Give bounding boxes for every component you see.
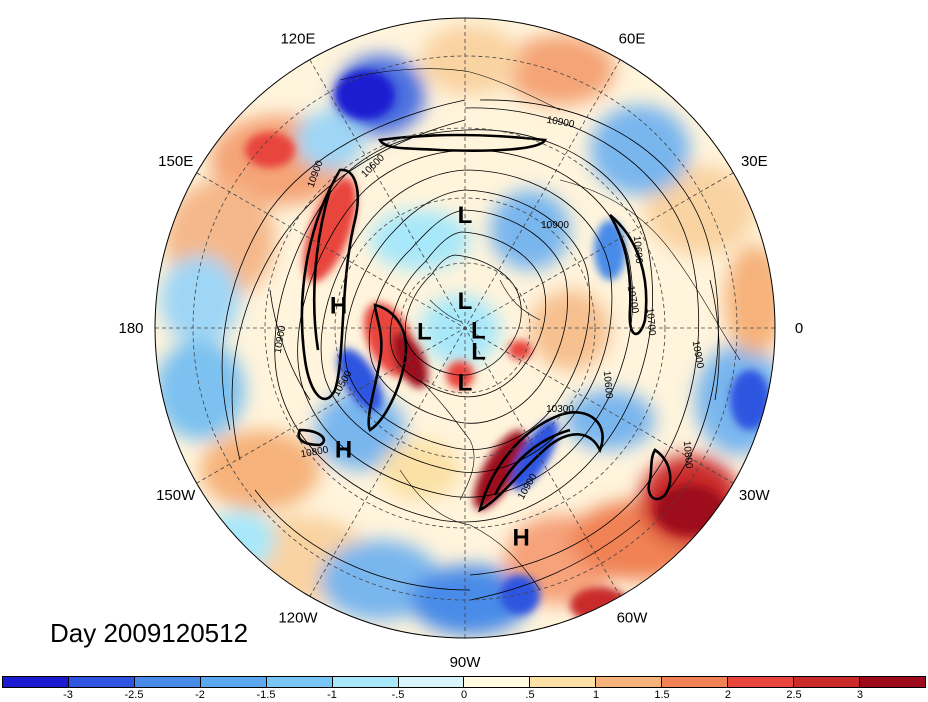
colorbar-segment	[134, 677, 201, 687]
contour-value-label: 10800	[681, 440, 694, 469]
map-title: Day 2009120512	[50, 618, 249, 648]
longitude-label: 150W	[156, 487, 196, 504]
longitude-label: 120E	[280, 31, 315, 48]
colorbar-segment	[662, 677, 729, 687]
colorbar-tick-label: -1	[327, 689, 337, 701]
high-pressure-label: H	[330, 293, 347, 320]
colorbar-segment	[200, 677, 267, 687]
contour-value-label: 10800	[300, 445, 330, 461]
longitude-label: 0	[795, 320, 803, 337]
high-pressure-label: H	[513, 525, 530, 552]
contour-value-label: 10900	[546, 115, 576, 131]
longitude-label: 30E	[741, 153, 768, 170]
low-pressure-label: L	[458, 288, 473, 315]
colorbar-tick-label: -3	[63, 689, 73, 701]
colorbar-segment	[266, 677, 333, 687]
contour-value-label: 10300	[546, 404, 574, 415]
colorbar-segment	[596, 677, 663, 687]
longitude-label: 90W	[450, 654, 482, 670]
low-pressure-label: L	[458, 370, 473, 397]
map-boundary	[154, 17, 776, 639]
colorbar	[2, 676, 926, 688]
graticule-lines	[155, 18, 775, 638]
low-pressure-label: L	[471, 317, 486, 344]
colorbar-tick-labels: -3 -2.5 -2 -1.5 -1 -.5 0 .5 1 1.5 2 2.5 3	[2, 689, 926, 702]
longitude-label: 180	[118, 320, 143, 337]
contour-value-label: 10600	[631, 235, 644, 264]
colorbar-tick-label: -2	[195, 689, 205, 701]
contour-value-label: 10900	[690, 340, 706, 370]
longitude-label: 150E	[158, 153, 193, 170]
contour-value-label: 10900	[273, 324, 289, 354]
colorbar-tick-label: .5	[525, 689, 535, 701]
coastlines	[339, 68, 741, 591]
colorbar-segment	[68, 677, 135, 687]
low-pressure-label: L	[458, 202, 473, 229]
jet-streak-contours	[297, 133, 672, 513]
colorbar-segment	[464, 677, 531, 687]
colorbar-segment	[398, 677, 465, 687]
colorbar-segment	[859, 677, 925, 687]
colorbar-tick-label: 3	[856, 689, 864, 701]
colorbar-segment	[530, 677, 597, 687]
longitude-label: 60E	[619, 31, 646, 48]
colorbar-tick-label: 1	[592, 689, 600, 701]
longitude-label: 90E	[452, 0, 479, 3]
colorbar-tick-label: 0	[460, 689, 468, 701]
colorbar-tick-label: -1.5	[256, 689, 276, 701]
colorbar-tick-label: -.5	[391, 689, 405, 701]
polar-stereographic-map: 90E 60E 30E 0 30W 60W 90W 120W 150W 180 150E 120E 1…	[118, 0, 803, 670]
contour-value-label: 10600	[601, 370, 614, 399]
colorbar-tick-label: 2.5	[786, 689, 802, 701]
colorbar-segment	[728, 677, 795, 687]
longitude-label: 120W	[278, 609, 318, 626]
contour-value-label: 10700	[644, 307, 657, 336]
colorbar-segment	[332, 677, 399, 687]
height-contours	[221, 99, 720, 601]
colorbar-tick-label: 2	[724, 689, 732, 701]
longitude-labels: 90E 60E 30E 0 30W 60W 90W 120W 150W 180 150E 120E	[118, 0, 803, 670]
low-pressure-label: L	[417, 319, 432, 346]
contour-value-label: 10700	[625, 285, 641, 315]
colorbar-tick-label: 1.5	[654, 689, 670, 701]
colorbar-segment	[3, 677, 69, 687]
colorbar-segment	[794, 677, 860, 687]
high-pressure-label: H	[335, 437, 352, 464]
contour-value-label: 10900	[541, 220, 569, 231]
low-pressure-label: L	[471, 339, 486, 366]
longitude-label: 60W	[617, 609, 649, 626]
colorbar-tick-label: -2.5	[124, 689, 144, 701]
longitude-label: 30W	[739, 487, 771, 504]
